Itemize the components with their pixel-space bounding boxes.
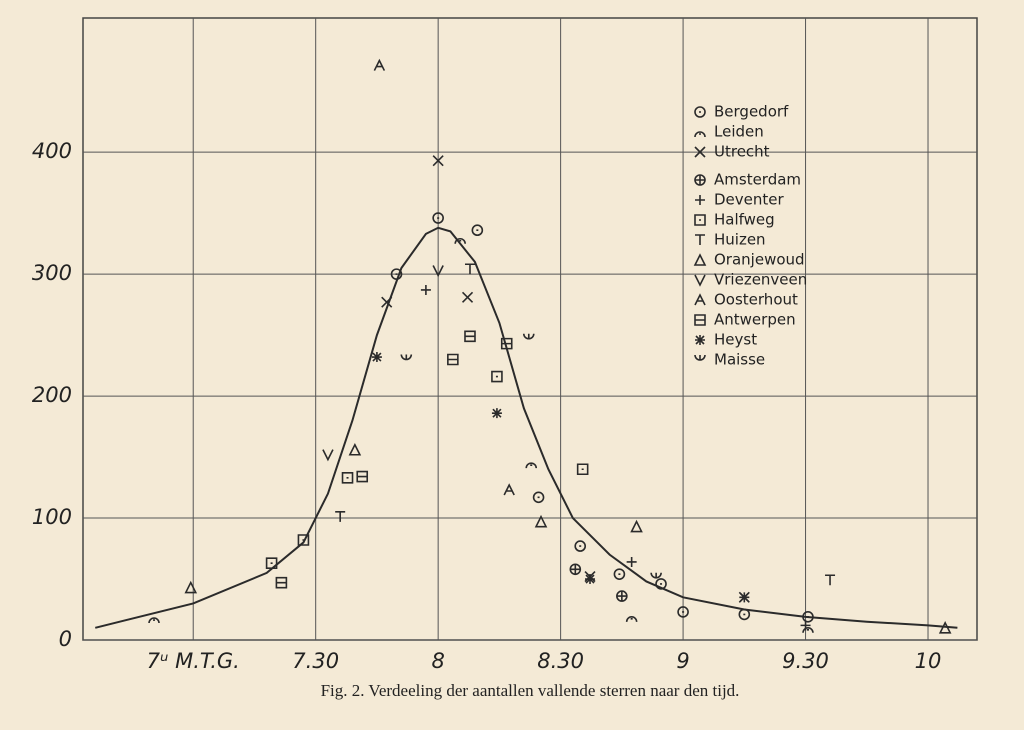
point — [464, 330, 476, 343]
legend-marker — [694, 274, 706, 287]
point — [447, 353, 459, 366]
legend-label: Utrecht — [714, 143, 770, 161]
y-tick-label: 300 — [32, 261, 72, 285]
point — [464, 263, 475, 275]
legend-label: Bergedorf — [714, 103, 789, 121]
legend-label: Halfweg — [714, 211, 775, 229]
point — [569, 563, 582, 575]
point — [491, 408, 502, 419]
legend-label: Amsterdam — [714, 171, 801, 189]
point — [800, 620, 811, 631]
x-tick-label: 8 — [431, 649, 444, 673]
point — [432, 265, 444, 278]
point — [802, 627, 814, 633]
point — [373, 58, 386, 71]
legend-label: Heyst — [714, 331, 757, 349]
legend-marker — [694, 106, 706, 118]
point — [522, 333, 535, 340]
legend-marker — [693, 253, 707, 266]
point — [739, 592, 750, 603]
point — [585, 574, 596, 585]
curve — [95, 226, 958, 629]
legend-marker — [694, 354, 706, 361]
legend-marker — [694, 131, 706, 138]
x-tick-label: 9.30 — [782, 649, 829, 673]
legend-label: Oranjewoud — [714, 251, 805, 269]
point — [420, 284, 431, 295]
y-tick-label: 200 — [32, 383, 72, 407]
point — [322, 449, 334, 462]
legend-marker — [695, 195, 705, 205]
x-tick-label: 7ᵘ M.T.G. — [147, 649, 240, 673]
point — [825, 574, 836, 586]
point — [400, 354, 413, 361]
point — [677, 606, 689, 618]
x-tick-label: 10 — [915, 649, 942, 673]
point — [335, 511, 346, 522]
point — [650, 572, 662, 579]
point — [630, 519, 643, 533]
point — [574, 540, 587, 552]
point — [625, 616, 638, 622]
point — [503, 483, 515, 496]
point — [616, 590, 628, 602]
x-tick-label: 9 — [676, 649, 689, 673]
point — [390, 268, 403, 280]
point — [356, 470, 369, 483]
point — [184, 580, 198, 594]
point — [471, 224, 484, 236]
point — [432, 155, 444, 167]
point — [432, 212, 444, 224]
legend-marker — [695, 234, 705, 245]
legend-label: Antwerpen — [714, 311, 796, 329]
point — [938, 621, 952, 634]
point — [381, 296, 393, 308]
point — [534, 514, 548, 528]
point — [655, 578, 667, 590]
point — [525, 462, 538, 469]
point — [265, 557, 278, 569]
legend-marker — [695, 335, 705, 345]
y-tick-label: 400 — [32, 139, 72, 163]
legend-label: Oosterhout — [714, 291, 798, 309]
legend-label: Deventer — [714, 191, 785, 209]
point — [371, 352, 382, 363]
legend-marker — [694, 293, 706, 306]
point — [626, 556, 637, 567]
legend-marker — [694, 314, 706, 326]
y-tick-label: 100 — [32, 505, 72, 529]
x-tick-label: 7.30 — [292, 649, 339, 673]
point — [275, 576, 288, 589]
caption: Fig. 2. Verdeeling der aantallen vallend… — [321, 681, 740, 700]
point — [461, 291, 474, 303]
point — [738, 608, 751, 621]
legend-label: Leiden — [714, 123, 764, 141]
y-tick-label: 0 — [59, 627, 72, 651]
point — [348, 442, 362, 456]
point — [613, 568, 626, 580]
legend-label: Maisse — [714, 351, 765, 369]
point — [148, 617, 160, 624]
point — [500, 337, 513, 350]
x-tick-label: 8.30 — [537, 649, 584, 673]
legend-label: Vriezenveen — [714, 271, 807, 289]
point — [576, 463, 589, 476]
legend-marker — [694, 174, 706, 186]
legend-label: Huizen — [714, 231, 766, 249]
point — [297, 534, 310, 546]
point — [341, 471, 354, 484]
legend-marker — [694, 214, 706, 226]
point — [532, 491, 545, 504]
plot-frame — [82, 17, 978, 641]
point — [491, 370, 503, 383]
point — [454, 238, 466, 244]
legend-marker — [694, 146, 706, 158]
